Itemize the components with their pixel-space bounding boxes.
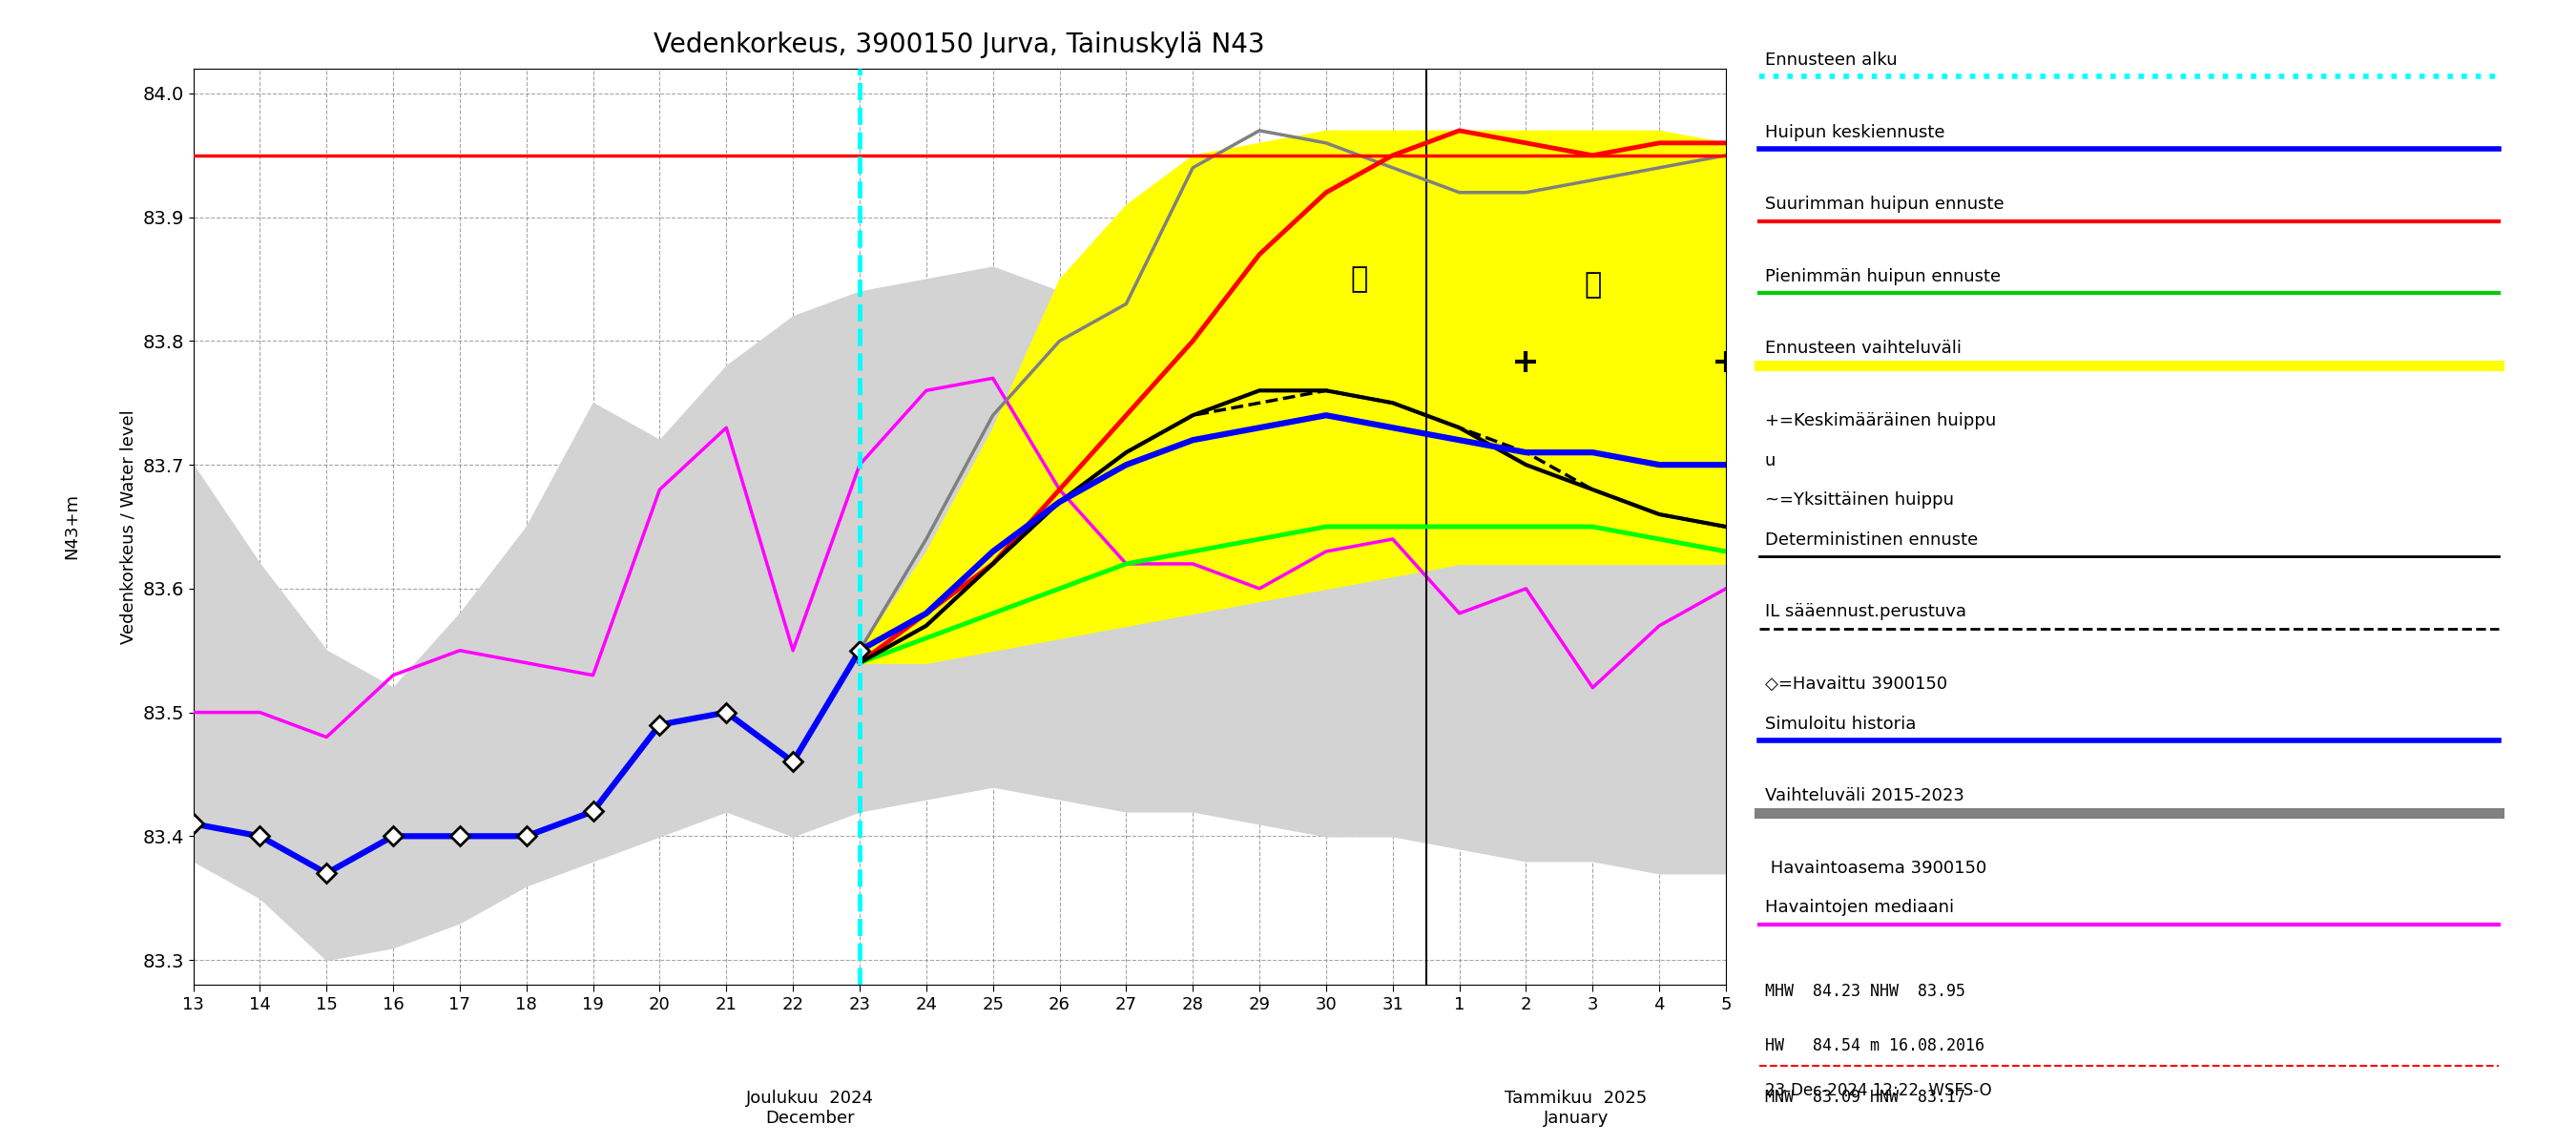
Text: Havaintoasema 3900150: Havaintoasema 3900150 xyxy=(1765,860,1986,877)
Text: Pienimmän huipun ennuste: Pienimmän huipun ennuste xyxy=(1765,268,2002,285)
Text: Havaintojen mediaani: Havaintojen mediaani xyxy=(1765,899,1953,916)
Text: ◇=Havaittu 3900150: ◇=Havaittu 3900150 xyxy=(1765,676,1947,693)
Text: MHW  84.23 NHW  83.95: MHW 84.23 NHW 83.95 xyxy=(1765,982,1965,1000)
Text: u: u xyxy=(1765,452,1775,469)
Text: Suurimman huipun ennuste: Suurimman huipun ennuste xyxy=(1765,196,2004,213)
Text: Vaihteluväli 2015-2023: Vaihteluväli 2015-2023 xyxy=(1765,788,1963,805)
Text: ~=Yksittäinen huippu: ~=Yksittäinen huippu xyxy=(1765,491,1953,508)
Text: 23-Dec-2024 12:22  WSFS-O: 23-Dec-2024 12:22 WSFS-O xyxy=(1765,1082,1991,1099)
Text: Simuloitu historia: Simuloitu historia xyxy=(1765,716,1917,733)
Text: ⌢: ⌢ xyxy=(1350,266,1368,293)
Text: N43+m: N43+m xyxy=(64,493,80,560)
Title: Vedenkorkeus, 3900150 Jurva, Tainuskylä N43: Vedenkorkeus, 3900150 Jurva, Tainuskylä … xyxy=(654,32,1265,58)
Text: Ennusteen vaihteluväli: Ennusteen vaihteluväli xyxy=(1765,340,1960,357)
Text: HW   84.54 m 16.08.2016: HW 84.54 m 16.08.2016 xyxy=(1765,1037,1984,1055)
Text: +=Keskimääräinen huippu: +=Keskimääräinen huippu xyxy=(1765,412,1996,429)
Text: Huipun keskiennuste: Huipun keskiennuste xyxy=(1765,124,1945,141)
Text: Joulukuu  2024
December: Joulukuu 2024 December xyxy=(744,1090,873,1127)
Text: IL sääennust.perustuva: IL sääennust.perustuva xyxy=(1765,603,1965,621)
Text: Deterministinen ennuste: Deterministinen ennuste xyxy=(1765,531,1978,548)
Text: Ennusteen alku: Ennusteen alku xyxy=(1765,52,1896,69)
Text: MNW  83.09 HNW  83.17: MNW 83.09 HNW 83.17 xyxy=(1765,1089,1965,1106)
Text: Tammikuu  2025
January: Tammikuu 2025 January xyxy=(1504,1090,1646,1127)
Y-axis label: Vedenkorkeus / Water level: Vedenkorkeus / Water level xyxy=(121,410,137,643)
Text: ⌢: ⌢ xyxy=(1584,271,1602,299)
